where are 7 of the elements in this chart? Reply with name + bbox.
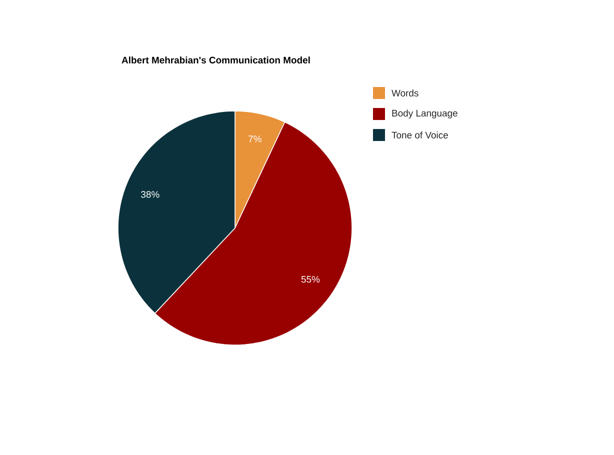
data-label: 55% — [301, 276, 320, 283]
legend-label: Body Language — [392, 110, 458, 118]
chart-title: Albert Mehrabian's Communication Model — [122, 56, 310, 64]
data-label: 7% — [248, 136, 262, 142]
legend-label: Tone of Voice — [392, 132, 448, 138]
legend-label: Words — [392, 90, 418, 96]
data-label: 38% — [141, 191, 160, 198]
